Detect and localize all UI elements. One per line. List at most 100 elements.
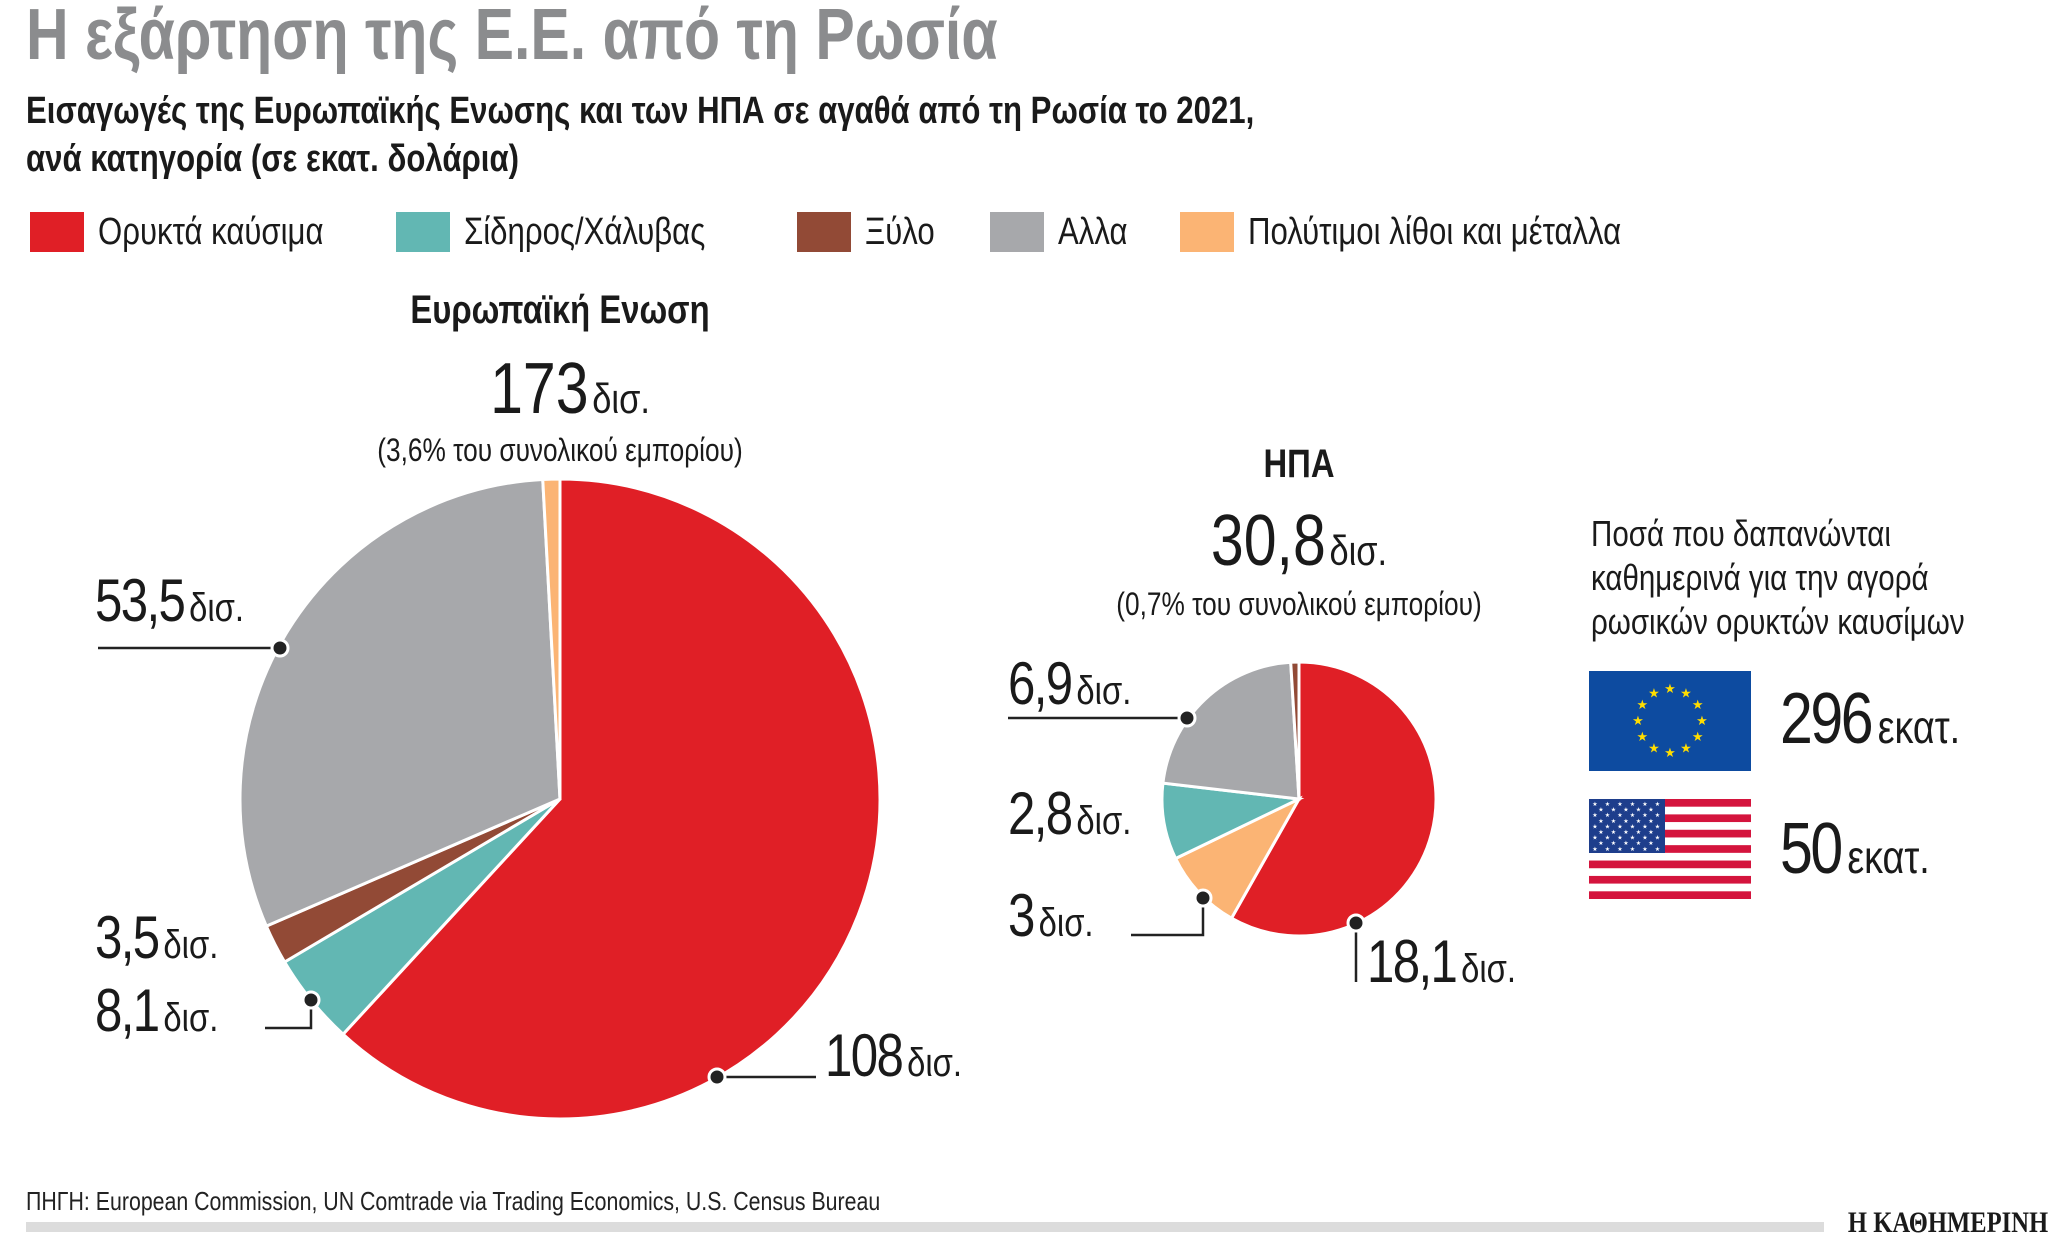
us-label-other: 6,9 δισ. — [1008, 650, 1132, 717]
star-icon: ★ — [1680, 741, 1692, 756]
svg-text:★: ★ — [1592, 846, 1597, 853]
subtitle-line-1: Εισαγωγές της Ευρωπαϊκής Ενωσης και των … — [26, 90, 1255, 132]
svg-text:★: ★ — [1630, 846, 1635, 853]
svg-text:★: ★ — [1623, 807, 1628, 814]
eu-label-steel: 8,1 δισ. — [95, 977, 219, 1044]
leader-dot — [301, 990, 321, 1010]
svg-text:★: ★ — [1598, 829, 1603, 836]
svg-text:★: ★ — [1636, 829, 1641, 836]
svg-text:★: ★ — [1605, 846, 1610, 853]
svg-text:★: ★ — [1636, 818, 1641, 825]
svg-text:★: ★ — [1605, 835, 1610, 842]
star-icon: ★ — [1648, 741, 1660, 756]
svg-text:★: ★ — [1642, 823, 1647, 830]
legend-item: Ορυκτά καύσιμα — [30, 210, 373, 253]
svg-text:★: ★ — [1598, 807, 1603, 814]
svg-text:★: ★ — [1605, 823, 1610, 830]
svg-text:★: ★ — [1623, 818, 1628, 825]
us-label-fossil: 18,1 δισ. — [1367, 928, 1517, 995]
legend-swatch — [990, 212, 1044, 252]
svg-text:★: ★ — [1636, 807, 1641, 814]
legend-label: Πολύτιμοι λίθοι και μέταλλα — [1248, 210, 1622, 253]
svg-text:★: ★ — [1611, 840, 1616, 847]
legend-label: Αλλα — [1058, 210, 1128, 253]
leader-dot — [270, 638, 290, 658]
eu-pie-slice — [541, 477, 562, 800]
svg-text:★: ★ — [1630, 812, 1635, 819]
svg-text:★: ★ — [1630, 835, 1635, 842]
us-pie-slice — [1161, 660, 1301, 801]
eu-label-wood: 3,5 δισ. — [95, 904, 219, 971]
svg-text:★: ★ — [1617, 812, 1622, 819]
star-icon: ★ — [1692, 697, 1704, 712]
us-pie-title: ΗΠΑ — [1263, 442, 1335, 486]
star-icon: ★ — [1692, 729, 1704, 744]
us-flag-icon: ★ ★ ★ ★ ★ ★★ ★ ★ ★ ★★ ★ ★ ★ ★ ★★ ★ ★ ★ ★★ ★ ★ ★ ★ ★★ ★ ★ ★ ★★ ★ ★ ★ ★ ★★… — [1589, 799, 1751, 899]
us-pie-slice — [1289, 660, 1301, 800]
svg-text:★: ★ — [1598, 840, 1603, 847]
svg-text:★: ★ — [1642, 846, 1647, 853]
svg-text:★: ★ — [1655, 801, 1660, 808]
svg-text:★: ★ — [1648, 818, 1653, 825]
svg-text:★: ★ — [1592, 823, 1597, 830]
legend-item: Πολύτιμοι λίθοι και μέταλλα — [1180, 210, 1703, 253]
us-daily-value: 50 εκατ. — [1780, 809, 1930, 889]
eu-pie-slice — [238, 477, 562, 929]
star-icon: ★ — [1664, 681, 1676, 696]
eu-total: 173 δισ. — [490, 349, 650, 429]
legend-label: Ορυκτά καύσιμα — [98, 210, 324, 253]
us-pie-slice — [1229, 660, 1438, 938]
legend-swatch — [30, 212, 84, 252]
leader-line — [1131, 898, 1205, 937]
svg-text:★: ★ — [1617, 846, 1622, 853]
leader-dot — [707, 1067, 727, 1087]
eu-label-fossil: 108 δισ. — [825, 1022, 962, 1089]
svg-text:★: ★ — [1592, 801, 1597, 808]
eu-total-note: (3,6% του συνολικού εμπορίου) — [377, 432, 743, 468]
legend-label: Σίδηρος/Χάλυβας — [464, 210, 706, 253]
svg-text:★: ★ — [1617, 835, 1622, 842]
svg-text:★: ★ — [1611, 807, 1616, 814]
leader-dot — [1346, 913, 1366, 933]
star-icon: ★ — [1632, 713, 1644, 728]
svg-text:★: ★ — [1617, 801, 1622, 808]
eu-label-other: 53,5 δισ. — [95, 567, 245, 634]
us-total: 30,8 δισ. — [1210, 501, 1388, 581]
star-icon: ★ — [1636, 729, 1648, 744]
svg-text:★: ★ — [1642, 812, 1647, 819]
star-icon: ★ — [1664, 745, 1676, 760]
us-label-steel: 2,8 δισ. — [1008, 780, 1132, 847]
svg-text:★: ★ — [1642, 835, 1647, 842]
svg-text:★: ★ — [1592, 812, 1597, 819]
svg-text:★: ★ — [1605, 812, 1610, 819]
legend-swatch — [396, 212, 450, 252]
svg-text:★: ★ — [1636, 840, 1641, 847]
leader-dot — [1177, 708, 1197, 728]
us-label-precious: 3 δισ. — [1008, 882, 1094, 949]
us-total-note: (0,7% του συνολικού εμπορίου) — [1116, 586, 1482, 622]
svg-text:★: ★ — [1598, 818, 1603, 825]
legend-item: Σίδηρος/Χάλυβας — [396, 210, 758, 253]
svg-text:★: ★ — [1630, 823, 1635, 830]
svg-text:★: ★ — [1630, 801, 1635, 808]
star-icon: ★ — [1648, 685, 1660, 700]
eu-flag-icon: ★ ★★★★★★★★★★★ — [1589, 671, 1751, 771]
svg-text:★: ★ — [1605, 801, 1610, 808]
svg-text:★: ★ — [1623, 840, 1628, 847]
svg-text:★: ★ — [1611, 818, 1616, 825]
svg-text:★: ★ — [1642, 801, 1647, 808]
publisher-logo: Η ΚΑΘΗΜΕΡΙΝΗ — [1847, 1206, 2048, 1239]
svg-text:★: ★ — [1655, 846, 1660, 853]
legend-item: Αλλα — [990, 210, 1143, 253]
svg-text:★: ★ — [1655, 823, 1660, 830]
svg-text:★: ★ — [1648, 807, 1653, 814]
svg-text:★: ★ — [1623, 829, 1628, 836]
legend-swatch — [797, 212, 851, 252]
star-icon: ★ — [1636, 697, 1648, 712]
footer-bar — [26, 1222, 1824, 1232]
legend-swatch — [1180, 212, 1234, 252]
leader-dot — [1193, 888, 1213, 908]
star-icon: ★ — [1696, 713, 1708, 728]
source-note: ΠΗΓΗ: European Commission, UN Comtrade v… — [26, 1186, 881, 1216]
